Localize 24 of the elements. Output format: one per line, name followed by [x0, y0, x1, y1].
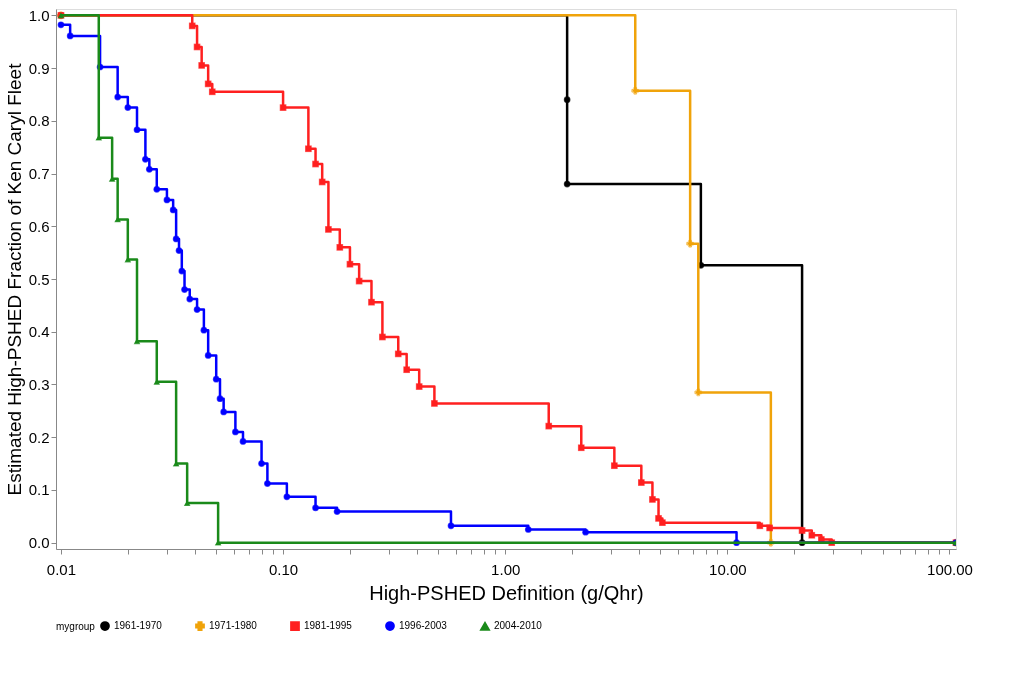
- y-axis-title: Estimated High-PSHED Fraction of Ken Caryl Fleet: [3, 62, 25, 496]
- y-tick-label: 0.2: [28, 428, 50, 446]
- y-tick-label: 0.5: [28, 270, 50, 288]
- legend-label: 2004-2010: [494, 620, 543, 632]
- y-tick-label: 0.4: [28, 323, 50, 341]
- y-tick-label: 1.0: [28, 6, 50, 24]
- x-axis-title: High-PSHED Definition (g/Qhr): [369, 581, 644, 604]
- y-tick-label: 0.1: [28, 481, 50, 499]
- y-tick-label: 0.9: [28, 59, 50, 77]
- y-tick-label: 0.7: [28, 165, 50, 183]
- x-tick-label: 100.00: [927, 560, 973, 578]
- legend-label: 1996-2003: [399, 620, 448, 632]
- y-tick-label: 0.6: [28, 217, 50, 235]
- legend-title: mygroup: [56, 621, 96, 632]
- legend-label: 1971-1980: [209, 620, 258, 632]
- y-tick-label: 0.8: [28, 112, 50, 130]
- legend-label: 1961-1970: [114, 620, 163, 632]
- y-tick-label: 0.0: [28, 534, 50, 552]
- legend-label: 1981-1995: [304, 620, 353, 632]
- x-tick-label: 1.00: [491, 560, 521, 578]
- x-tick-label: 0.10: [268, 560, 299, 578]
- x-tick-label: 10.00: [709, 560, 747, 578]
- y-tick-label: 0.3: [28, 375, 50, 393]
- x-tick-label: 0.01: [46, 560, 77, 578]
